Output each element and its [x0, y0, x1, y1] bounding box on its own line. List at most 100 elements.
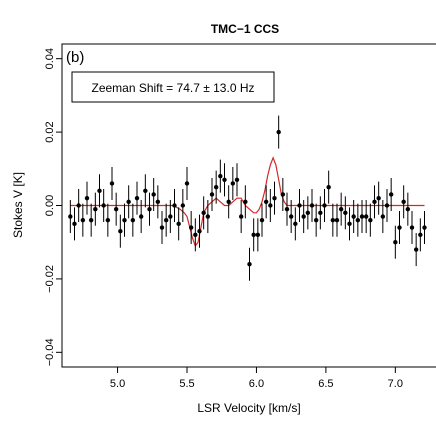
data-points-layer [68, 115, 427, 281]
data-point [180, 203, 186, 208]
data-point [384, 203, 390, 208]
data-point [113, 206, 119, 212]
data-point [330, 217, 336, 223]
data-point [351, 214, 356, 219]
y-tick-label: 0.02 [44, 121, 56, 142]
data-point [218, 173, 223, 179]
data-point [155, 199, 161, 205]
data-point [197, 228, 202, 234]
data-point [363, 214, 369, 219]
x-tick-label: 6.5 [318, 378, 333, 390]
data-point [151, 192, 156, 197]
data-point [422, 225, 427, 230]
data-point [163, 217, 169, 223]
data-point [243, 199, 248, 205]
data-point [347, 221, 352, 227]
data-point [126, 199, 131, 205]
data-point [176, 221, 181, 227]
data-point [388, 192, 394, 197]
data-point [409, 225, 415, 230]
data-point [234, 177, 240, 183]
y-tick-label: −0.04 [44, 338, 56, 366]
data-point [134, 195, 140, 201]
data-point [226, 199, 231, 205]
data-point [397, 225, 402, 230]
data-point [413, 247, 419, 252]
data-point [188, 225, 194, 230]
data-point [259, 217, 265, 223]
data-point [268, 203, 273, 208]
y-tick-label: 0.04 [44, 48, 56, 69]
data-point [93, 206, 98, 212]
x-tick-label: 5.0 [110, 378, 125, 390]
data-point [309, 203, 315, 208]
data-point [238, 214, 244, 219]
data-point [372, 199, 377, 205]
x-tick-label: 6.0 [249, 378, 264, 390]
data-point [109, 181, 115, 186]
data-point [263, 199, 269, 205]
data-point [418, 232, 423, 238]
data-point [76, 203, 81, 208]
data-point [80, 217, 86, 223]
data-point [184, 181, 190, 186]
x-tick-label: 5.5 [179, 378, 194, 390]
x-axis-label: LSR Velocity [km/s] [197, 401, 300, 415]
data-point [122, 217, 127, 223]
data-point [376, 195, 381, 201]
data-point [72, 221, 77, 227]
data-point [159, 225, 165, 230]
x-tick-label: 7.0 [388, 378, 403, 390]
data-point [251, 232, 256, 238]
data-point [209, 192, 215, 197]
data-point [313, 217, 319, 223]
data-point [168, 214, 173, 219]
chart-title: TMC−1 CCS [211, 22, 279, 36]
y-tick-label: 0.00 [44, 195, 56, 216]
data-point [276, 129, 281, 135]
data-point [355, 217, 361, 223]
data-point [297, 203, 302, 208]
data-point [334, 217, 340, 223]
data-point [97, 188, 102, 194]
data-point [201, 210, 206, 216]
data-point [84, 195, 90, 201]
data-point [205, 214, 211, 219]
panel-label: (b) [66, 49, 84, 66]
y-tick-label: −0.02 [44, 265, 56, 293]
y-axis-label: Stokes V [K] [11, 172, 25, 238]
data-point [138, 214, 144, 219]
data-point [305, 210, 311, 216]
data-point [343, 210, 348, 216]
data-point [401, 199, 406, 205]
data-point [272, 195, 277, 201]
data-point [68, 214, 73, 219]
data-point [118, 228, 123, 234]
data-point [130, 217, 136, 223]
data-point [222, 177, 227, 183]
data-point [368, 217, 373, 223]
data-point [301, 214, 306, 219]
annotation-box [71, 71, 275, 103]
data-point [288, 214, 294, 219]
data-point [322, 203, 327, 208]
data-point [88, 217, 94, 223]
data-point [230, 181, 236, 186]
data-point [293, 221, 298, 227]
data-point [147, 206, 152, 212]
data-point [143, 188, 148, 194]
data-point [284, 206, 290, 212]
data-point [380, 214, 386, 219]
axis-ticks: 5.0 5.5 6.0 6.5 7.0 −0.04 −0.02 0.00 0.02 0.04 [44, 48, 403, 390]
data-point [105, 217, 111, 223]
data-point [338, 206, 344, 212]
zeeman-shift-annotation: Zeeman Shift = 74.7 ± 13.0 Hz [91, 81, 254, 95]
data-point [318, 210, 323, 216]
data-point [359, 214, 365, 219]
data-point [101, 203, 106, 208]
data-point [193, 232, 198, 238]
data-point [280, 192, 286, 197]
data-point [326, 184, 331, 190]
data-point [247, 262, 252, 267]
